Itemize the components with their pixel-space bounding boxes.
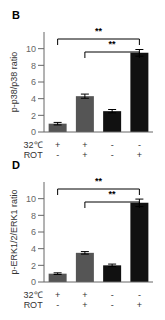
svg-text:4: 4	[31, 244, 36, 254]
svg-text:4: 4	[31, 94, 36, 104]
svg-text:8: 8	[31, 61, 36, 71]
svg-text:**: **	[109, 39, 117, 49]
svg-text:0: 0	[31, 127, 36, 137]
svg-text:p-ERK1/2/ERK1 ratio: p-ERK1/2/ERK1 ratio	[9, 189, 19, 274]
svg-text:**: **	[109, 189, 117, 199]
svg-text:ROT: ROT	[24, 300, 44, 308]
svg-text:-: -	[111, 290, 114, 300]
svg-text:0: 0	[31, 277, 36, 287]
svg-text:2: 2	[31, 111, 36, 121]
svg-text:+: +	[137, 150, 142, 158]
svg-text:+: +	[82, 140, 87, 150]
svg-text:32℃: 32℃	[24, 290, 43, 300]
svg-text:-: -	[111, 140, 114, 150]
svg-text:-: -	[111, 300, 114, 308]
svg-text:32℃: 32℃	[24, 140, 43, 150]
svg-text:+: +	[55, 290, 60, 300]
svg-text:8: 8	[31, 211, 36, 221]
svg-text:-: -	[56, 150, 59, 158]
svg-text:10: 10	[26, 44, 36, 54]
svg-text:+: +	[82, 150, 87, 158]
svg-text:+: +	[55, 140, 60, 150]
svg-text:-: -	[56, 300, 59, 308]
svg-text:10: 10	[26, 194, 36, 204]
html-text:B: B	[12, 9, 20, 21]
svg-text:ROT: ROT	[24, 150, 44, 158]
svg-text:**: **	[95, 176, 103, 186]
html-text:D: D	[12, 159, 20, 171]
svg-text:-: -	[138, 140, 141, 150]
svg-text:+: +	[137, 300, 142, 308]
svg-text:-: -	[111, 150, 114, 158]
svg-text:**: **	[95, 26, 103, 36]
svg-text:+: +	[82, 290, 87, 300]
svg-text:6: 6	[31, 227, 36, 237]
svg-text:2: 2	[31, 261, 36, 271]
svg-text:-: -	[138, 290, 141, 300]
svg-text:6: 6	[31, 77, 36, 87]
svg-text:p-p38/p38 ratio: p-p38/p38 ratio	[9, 52, 19, 113]
svg-text:+: +	[82, 300, 87, 308]
